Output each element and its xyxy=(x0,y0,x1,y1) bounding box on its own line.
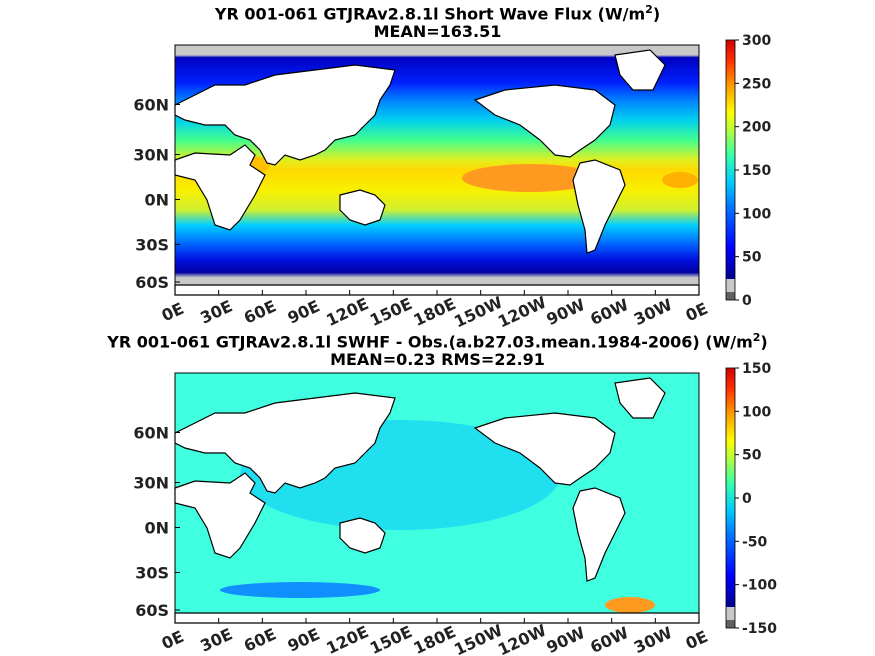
map-1-ytick-label: 60S xyxy=(135,273,169,292)
colorbar-1-tick-label: 250 xyxy=(742,76,771,92)
colorbar-1-tick-label: 100 xyxy=(742,206,771,222)
map-1-xtick-label: 90W xyxy=(544,295,589,329)
map-2-australia xyxy=(339,517,386,554)
map-1-xtick-label: 120W xyxy=(495,292,550,331)
map-1-ytick-label: 60N xyxy=(133,96,169,115)
panel1-title-suffix: ) xyxy=(652,4,661,24)
map-1-xtick-label: 120E xyxy=(323,294,371,330)
map-1-africa xyxy=(174,144,266,231)
map-1-xtick-label: 30E xyxy=(197,296,235,327)
map-1-xtick-label: 60W xyxy=(587,295,632,329)
map-1-xtick-label: 180E xyxy=(411,294,459,330)
colorbar-2-tick-label: -100 xyxy=(742,578,777,594)
colorbar-2-tick-label: 100 xyxy=(742,404,771,420)
map-2-southern-ocean-bias xyxy=(220,582,380,598)
panel1-title-text: YR 001-061 GTJRAv2.8.1l Short Wave Flux … xyxy=(214,4,646,24)
map-1-xtick-label: 150E xyxy=(367,294,415,330)
map-1-tropical-pacific-max xyxy=(462,164,598,192)
map-1-xtick-label: 0E xyxy=(683,299,711,326)
map-1-atlantic-max xyxy=(662,172,698,188)
panel1-stat: MEAN=163.51 xyxy=(373,22,502,41)
colorbar-1-labels: 0 50 100 150 200 250 300 xyxy=(735,33,771,309)
map-2-south-america xyxy=(572,487,626,582)
map-1-ytick-label: 30N xyxy=(133,146,169,165)
colorbar-2-tick-label: -150 xyxy=(742,621,777,637)
map-2-xtick-label: 60E xyxy=(241,624,279,655)
map-2-xtick-label: 60W xyxy=(587,623,632,656)
map-2-xtick-label: 150E xyxy=(367,622,415,656)
map-2-ytick-label: 0N xyxy=(144,519,169,538)
map-panel-2 xyxy=(174,372,700,624)
map-2-xtick-label: 180E xyxy=(411,622,459,656)
colorbar-2-tick-label: 150 xyxy=(742,361,771,377)
panel1-title-sup: 2 xyxy=(645,3,653,16)
map-2-positive-bias-spot xyxy=(605,597,655,613)
panel2-stat: MEAN=0.23 RMS=22.91 xyxy=(330,350,545,369)
colorbar-1-tick-label: 0 xyxy=(742,293,752,309)
map-2-xtick-label: 150W xyxy=(451,620,506,656)
map-2-ytick-label: 60S xyxy=(135,601,169,620)
map-1-xtick-label: 60E xyxy=(241,296,279,327)
map-panel-1 xyxy=(174,44,700,296)
colorbar-1-tick-label: 200 xyxy=(742,120,771,136)
colorbar-2: -150 -100 -50 0 50 100 150 xyxy=(725,361,777,637)
colorbar-1-tick-label: 300 xyxy=(742,33,771,49)
map-2-north-america xyxy=(473,412,616,486)
panel2-title: YR 001-061 GTJRAv2.8.1l SWHF - Obs.(a.b2… xyxy=(0,328,875,351)
map-2-greenland xyxy=(614,377,666,419)
map-2-xtick-label: 120W xyxy=(495,620,550,656)
colorbar-1-tick-label: 150 xyxy=(742,163,771,179)
colorbar-2-tick-label: 0 xyxy=(742,491,752,507)
map-1-australia xyxy=(339,189,386,226)
panel2-title-suffix: ) xyxy=(760,332,768,352)
colorbar-1: 0 50 100 150 200 250 300 xyxy=(725,33,771,309)
map-1-xtick-label: 30W xyxy=(631,295,676,329)
map-1-ytick-label: 0N xyxy=(144,191,169,210)
map-2-xtick-label: 120E xyxy=(323,622,371,656)
colorbar-2-tick-label: -50 xyxy=(742,534,768,550)
map-1-xtick-label: 0E xyxy=(159,299,187,326)
map-2-eurasia xyxy=(174,392,396,494)
map-2-xtick-label: 30W xyxy=(631,623,676,656)
map-2-xtick-label: 90E xyxy=(285,624,323,655)
map-2-africa xyxy=(174,472,266,559)
map-2-ytick-label: 60N xyxy=(133,424,169,443)
map-1-xtick-label: 90E xyxy=(285,296,323,327)
map-1-ytick-label: 30S xyxy=(135,236,169,255)
panel2-title-text: YR 001-061 GTJRAv2.8.1l SWHF - Obs.(a.b2… xyxy=(107,332,753,352)
map-2-ytick-label: 30N xyxy=(133,474,169,493)
map-2-xtick-label: 30E xyxy=(197,624,235,655)
map-2-ytick-label: 30S xyxy=(135,564,169,583)
colorbar-2-tick-label: 50 xyxy=(742,448,762,464)
colorbar-1-bar xyxy=(725,39,736,301)
colorbar-2-bar xyxy=(725,367,736,629)
map-1-eurasia xyxy=(174,64,396,166)
colorbar-2-labels: -150 -100 -50 0 50 100 150 xyxy=(735,361,777,637)
map-1-north-america xyxy=(473,84,616,158)
colorbar-1-tick-label: 50 xyxy=(742,250,762,266)
map-2-xtick-label: 90W xyxy=(544,623,589,656)
map-2-xtick-label: 0E xyxy=(683,627,711,654)
panel2-title-sup: 2 xyxy=(752,331,761,344)
map-2-xtick-label: 0E xyxy=(159,627,187,654)
map-1-south-america xyxy=(572,159,626,254)
map-1-greenland xyxy=(614,49,666,91)
panel1-title: YR 001-061 GTJRAv2.8.1l Short Wave Flux … xyxy=(0,0,875,23)
